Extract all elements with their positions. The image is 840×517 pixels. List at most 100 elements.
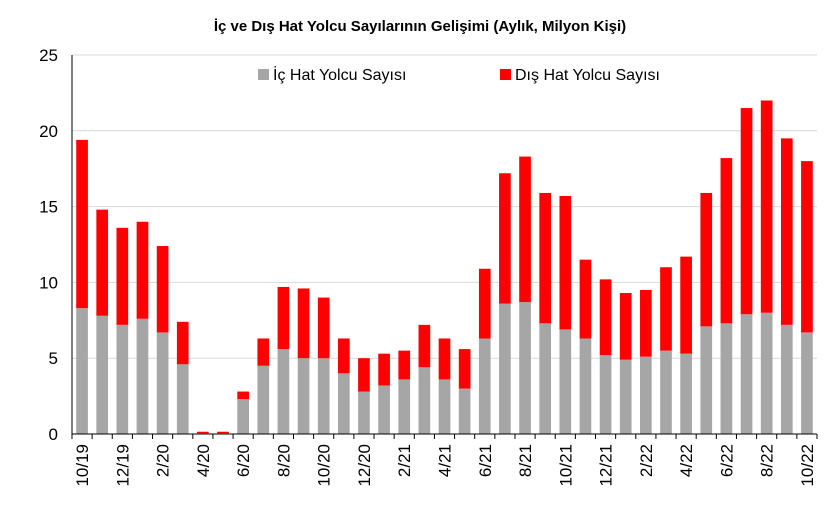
bar-dis-hat bbox=[599, 279, 612, 356]
bar-dis-hat bbox=[378, 353, 390, 386]
x-tick-label: 10/22 bbox=[798, 444, 817, 487]
bar-ic-hat bbox=[438, 379, 451, 434]
bar-ic-hat bbox=[559, 329, 572, 434]
x-tick-label: 12/21 bbox=[597, 444, 616, 487]
bar-dis-hat bbox=[418, 324, 431, 368]
bar-dis-hat bbox=[499, 173, 511, 304]
bar-dis-hat bbox=[559, 195, 572, 330]
bar-ic-hat bbox=[458, 388, 471, 434]
legend-swatch-dis-hat bbox=[500, 69, 511, 80]
x-tick-label: 8/20 bbox=[274, 444, 293, 477]
x-tick-label: 8/22 bbox=[758, 444, 777, 477]
bar-ic-hat bbox=[700, 326, 713, 434]
bar-ic-hat bbox=[720, 323, 733, 434]
x-tick-label: 2/21 bbox=[395, 444, 414, 477]
bar-ic-hat bbox=[780, 324, 793, 434]
bar-ic-hat bbox=[640, 356, 652, 434]
bar-dis-hat bbox=[438, 338, 451, 380]
x-tick-label: 10/19 bbox=[73, 444, 92, 487]
x-tick-label: 2/20 bbox=[154, 444, 173, 477]
bar-ic-hat bbox=[619, 359, 632, 434]
bar-ic-hat bbox=[237, 399, 249, 434]
bar-dis-hat bbox=[358, 358, 370, 392]
bar-ic-hat bbox=[499, 303, 511, 434]
bar-dis-hat bbox=[740, 108, 753, 315]
bar-dis-hat bbox=[458, 349, 471, 389]
bar-ic-hat bbox=[740, 314, 753, 434]
x-tick-label: 4/21 bbox=[436, 444, 455, 477]
bar-ic-hat bbox=[317, 358, 330, 434]
y-tick-label: 5 bbox=[49, 349, 58, 368]
bar-ic-hat bbox=[801, 332, 813, 434]
bar-ic-hat bbox=[760, 312, 773, 434]
x-tick-label: 12/19 bbox=[113, 444, 132, 487]
x-tick-label: 10/20 bbox=[315, 444, 334, 487]
bar-dis-hat bbox=[156, 246, 169, 333]
bar-dis-hat bbox=[478, 268, 491, 339]
bar-dis-hat bbox=[640, 289, 652, 357]
legend-swatch-ic-hat bbox=[258, 69, 269, 80]
bar-dis-hat bbox=[700, 192, 713, 327]
bar-ic-hat bbox=[579, 338, 592, 434]
x-tick-label: 8/21 bbox=[516, 444, 535, 477]
y-tick-label: 15 bbox=[39, 198, 58, 217]
bar-dis-hat bbox=[619, 293, 632, 360]
bar-dis-hat bbox=[720, 158, 733, 324]
bar-dis-hat bbox=[398, 350, 411, 380]
bar-ic-hat bbox=[337, 373, 350, 434]
y-tick-label: 25 bbox=[39, 46, 58, 65]
x-tick-label: 10/21 bbox=[556, 444, 575, 487]
legend-label-dis-hat: Dış Hat Yolcu Sayısı bbox=[515, 67, 660, 84]
bar-ic-hat bbox=[257, 365, 270, 434]
bar-dis-hat bbox=[519, 156, 531, 303]
x-tick-label: 6/22 bbox=[717, 444, 736, 477]
bar-ic-hat bbox=[378, 385, 390, 434]
x-tick-label: 6/21 bbox=[476, 444, 495, 477]
bar-ic-hat bbox=[519, 302, 531, 434]
bar-dis-hat bbox=[96, 209, 109, 316]
bar-dis-hat bbox=[317, 297, 330, 359]
legend-label-ic-hat: İç Hat Yolcu Sayısı bbox=[273, 65, 406, 84]
bar-ic-hat bbox=[156, 332, 169, 434]
x-tick-label: 6/20 bbox=[234, 444, 253, 477]
x-tick-label: 12/20 bbox=[355, 444, 374, 487]
bar-dis-hat bbox=[660, 267, 672, 351]
bar-dis-hat bbox=[176, 321, 189, 365]
bar-dis-hat bbox=[136, 221, 149, 319]
bar-dis-hat bbox=[217, 431, 229, 434]
bar-ic-hat bbox=[176, 364, 189, 434]
bar-dis-hat bbox=[277, 286, 290, 350]
bar-ic-hat bbox=[76, 308, 88, 434]
bar-ic-hat bbox=[599, 355, 612, 434]
bar-dis-hat bbox=[237, 391, 249, 400]
bar-ic-hat bbox=[478, 338, 491, 434]
y-tick-label: 20 bbox=[39, 122, 58, 141]
bar-ic-hat bbox=[116, 324, 129, 434]
bar-dis-hat bbox=[297, 288, 310, 359]
bar-dis-hat bbox=[579, 259, 592, 339]
y-tick-label: 0 bbox=[49, 425, 58, 444]
bar-dis-hat bbox=[680, 256, 692, 354]
bar-dis-hat bbox=[337, 338, 350, 374]
bar-ic-hat bbox=[136, 318, 149, 434]
bar-ic-hat bbox=[680, 353, 692, 434]
x-tick-label: 4/22 bbox=[677, 444, 696, 477]
bar-ic-hat bbox=[96, 315, 109, 434]
bar-ic-hat bbox=[660, 350, 672, 434]
bar-ic-hat bbox=[398, 379, 411, 434]
bar-dis-hat bbox=[76, 139, 88, 309]
bar-dis-hat bbox=[116, 227, 129, 325]
x-tick-label: 2/22 bbox=[637, 444, 656, 477]
bar-dis-hat bbox=[257, 338, 270, 366]
bar-dis-hat bbox=[539, 192, 552, 324]
y-tick-label: 10 bbox=[39, 273, 58, 292]
bar-ic-hat bbox=[539, 323, 552, 434]
bar-dis-hat bbox=[780, 138, 793, 325]
x-tick-label: 4/20 bbox=[194, 444, 213, 477]
bar-ic-hat bbox=[418, 367, 431, 434]
bar-ic-hat bbox=[358, 391, 370, 434]
bar-dis-hat bbox=[760, 100, 773, 313]
bar-dis-hat bbox=[197, 431, 209, 434]
